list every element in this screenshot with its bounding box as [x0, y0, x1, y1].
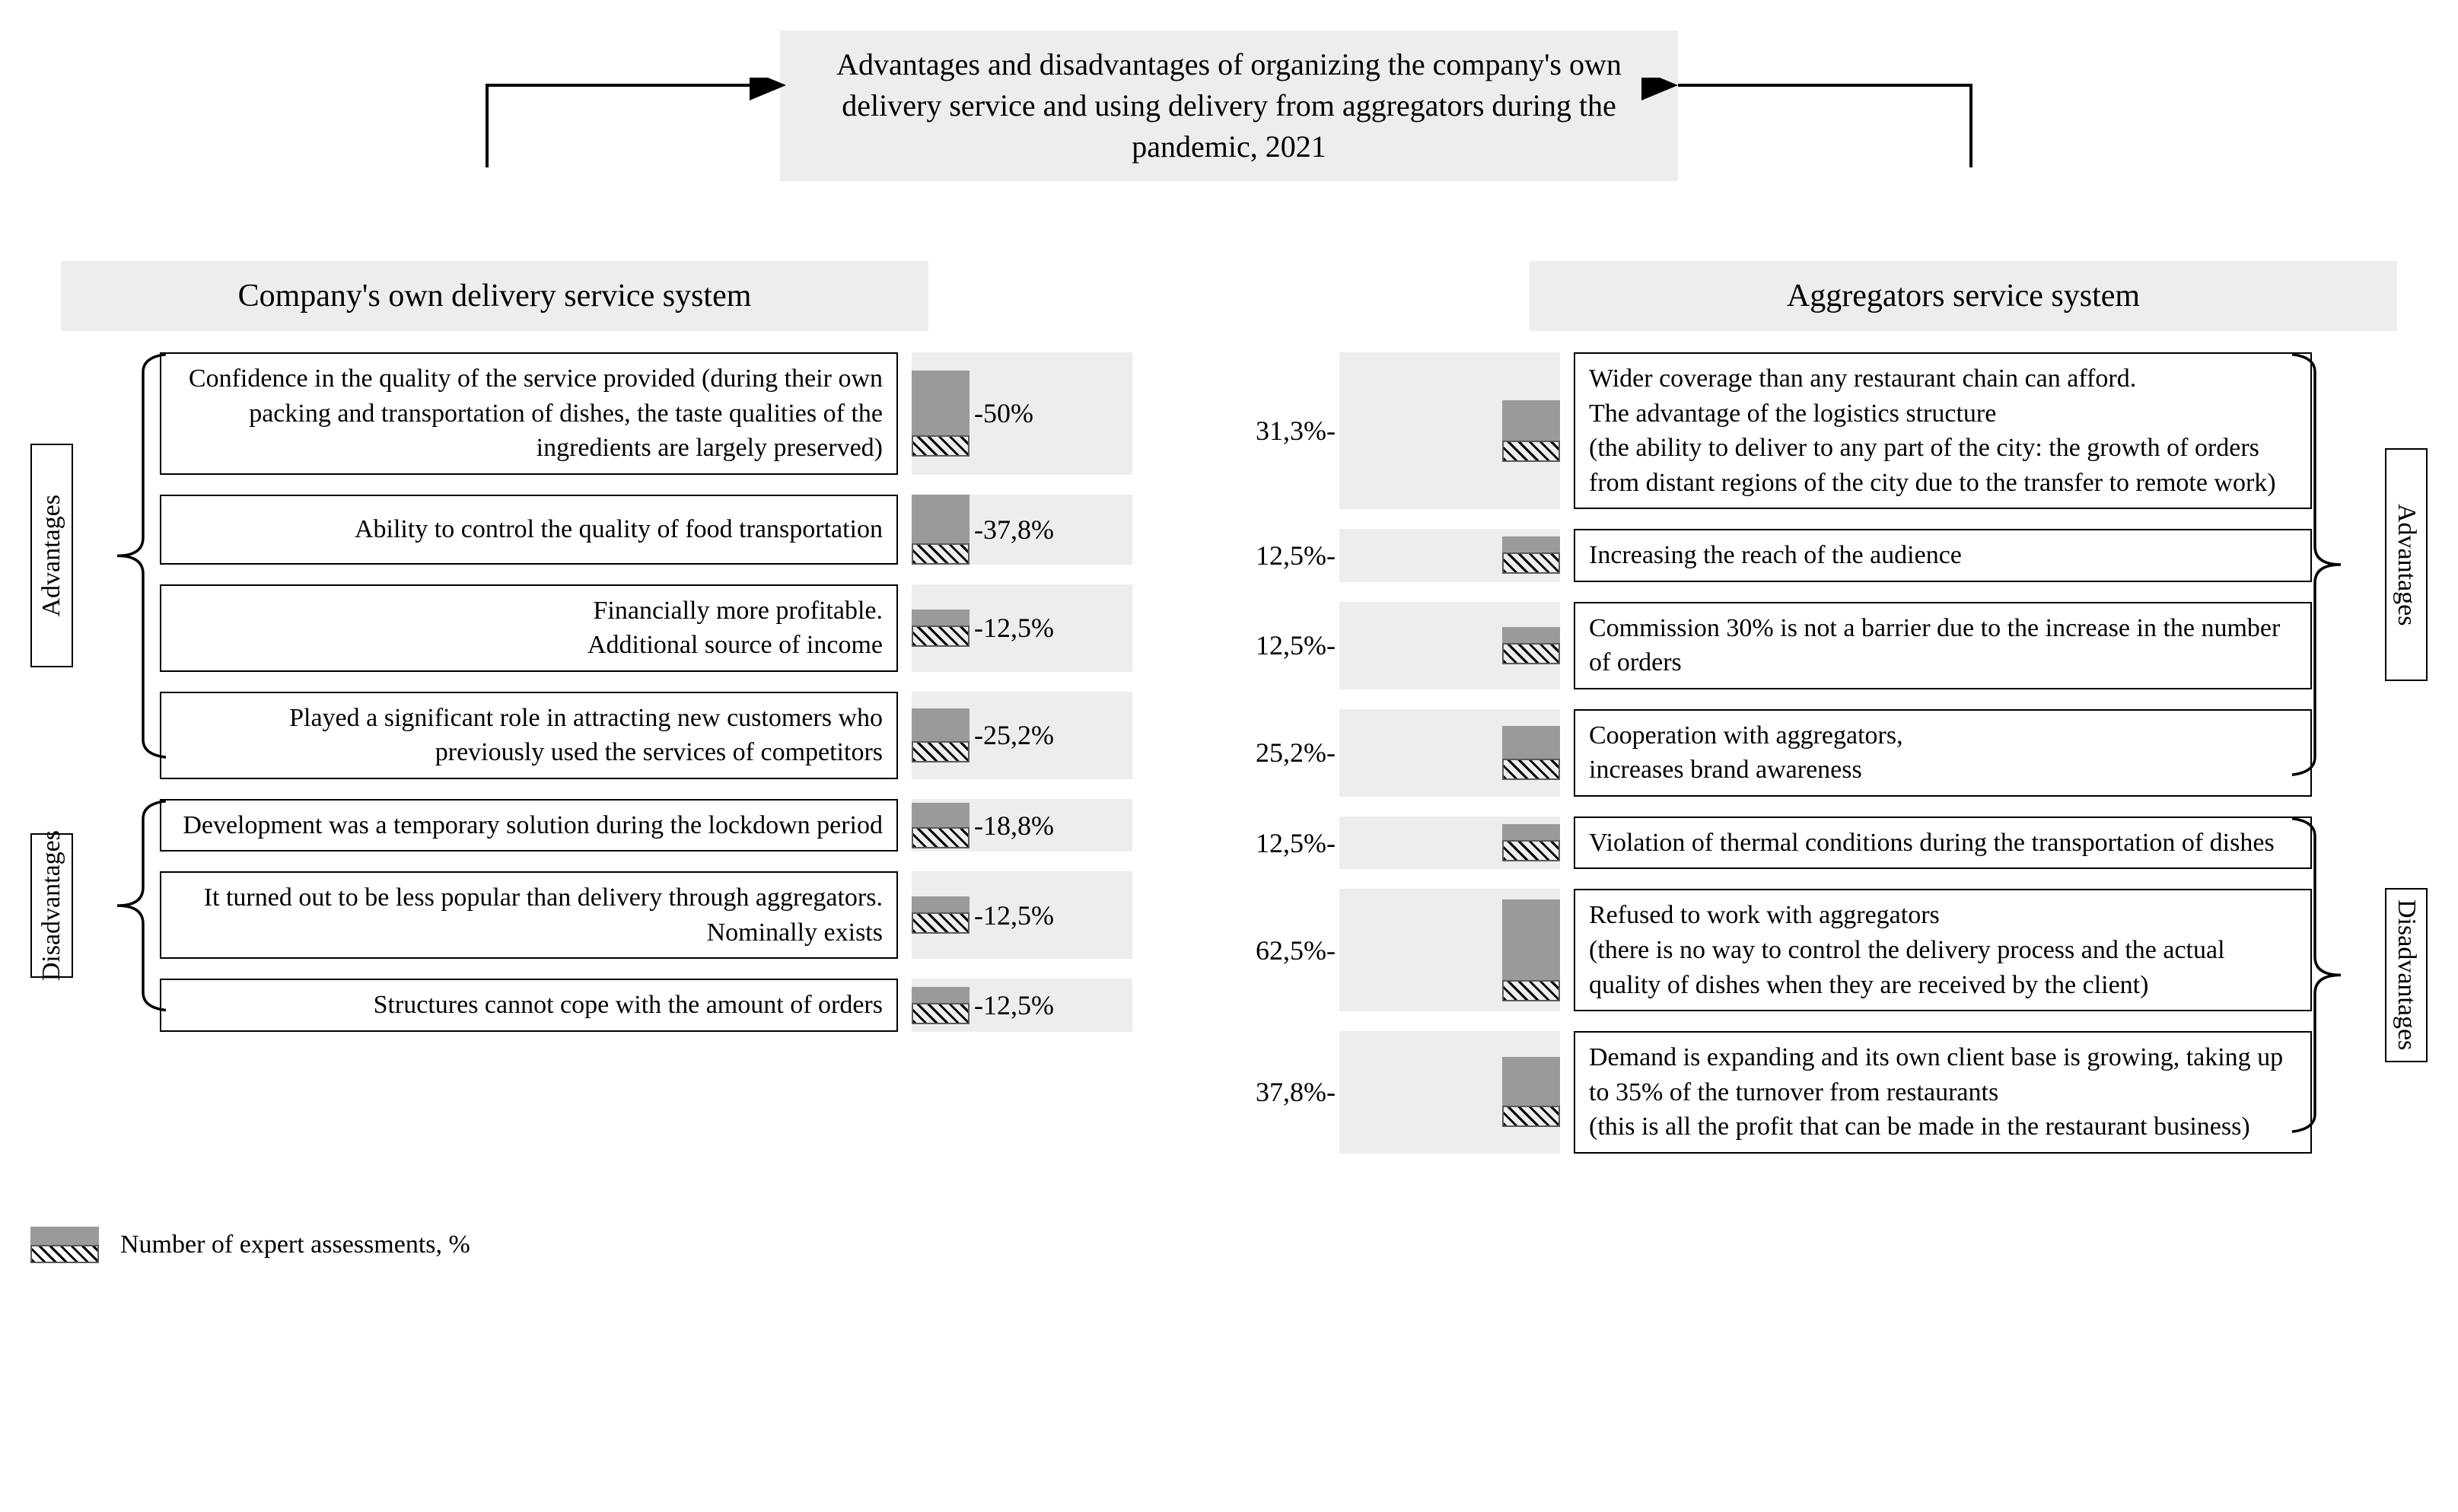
item-text: Cooperation with aggregators, increases … [1574, 709, 2312, 797]
item-chart: -12,5% [912, 584, 1132, 672]
item-text: Confidence in the quality of the service… [160, 352, 898, 475]
left-disadvantages-list: Development was a temporary solution dur… [160, 799, 1229, 1032]
item-percent: 25,2%- [1248, 737, 1336, 769]
item-text: It turned out to be less popular than de… [160, 871, 898, 959]
right-item-row: 62,5%-Refused to work with aggregators (… [1252, 889, 2428, 1011]
left-item-row: Confidence in the quality of the service… [160, 352, 1229, 475]
right-item-row: 37,8%-Demand is expanding and its own cl… [1252, 1031, 2428, 1154]
column-headings: Company's own delivery service system Ag… [30, 261, 2428, 331]
item-percent: 37,8%- [1248, 1076, 1336, 1108]
item-chart: 37,8%- [1339, 1031, 1560, 1154]
diagram-root: Advantages and disadvantages of organizi… [30, 30, 2428, 1263]
left-item-row: Development was a temporary solution dur… [160, 799, 1229, 852]
item-text: Refused to work with aggregators (there … [1574, 889, 2312, 1011]
right-item-row: 12,5%-Commission 30% is not a barrier du… [1252, 602, 2428, 689]
diagram-body: Advantages Disadvantages Confidence in t… [30, 352, 2428, 1173]
item-chart: 12,5%- [1339, 602, 1560, 689]
item-chart: -12,5% [912, 979, 1132, 1032]
item-text: Structures cannot cope with the amount o… [160, 979, 898, 1032]
right-advantages-tab: Advantages [2385, 448, 2428, 682]
item-chart: -50% [912, 352, 1132, 475]
item-chart: -25,2% [912, 692, 1132, 779]
item-text: Commission 30% is not a barrier due to t… [1574, 602, 2312, 689]
left-item-row: Played a significant role in attracting … [160, 692, 1229, 779]
item-text: Increasing the reach of the audience [1574, 529, 2312, 582]
item-text: Financially more profitable. Additional … [160, 584, 898, 672]
item-chart: 62,5%- [1339, 889, 1560, 1011]
left-column: Advantages Disadvantages Confidence in t… [30, 352, 1229, 1173]
left-advantages-tab: Advantages [30, 444, 73, 667]
right-item-row: 12,5%- Increasing the reach of the audien… [1252, 529, 2428, 582]
left-item-row: It turned out to be less popular than de… [160, 871, 1229, 959]
item-chart: 31,3%- [1339, 352, 1560, 509]
item-chart: -18,8% [912, 799, 1132, 852]
item-percent: -12,5% [974, 989, 1054, 1021]
item-percent: 12,5%- [1248, 629, 1336, 661]
left-item-row: Structures cannot cope with the amount o… [160, 979, 1229, 1032]
legend-swatch [30, 1227, 99, 1263]
left-item-row: Financially more profitable. Additional … [160, 584, 1229, 672]
item-percent: -12,5% [974, 899, 1054, 931]
left-advantages-list: Confidence in the quality of the service… [160, 352, 1229, 779]
right-item-row: 25,2%-Cooperation with aggregators, incr… [1252, 709, 2428, 797]
item-percent: 12,5%- [1248, 540, 1336, 571]
item-percent: -50% [974, 397, 1033, 429]
right-column-heading: Aggregators service system [1530, 261, 2397, 331]
right-item-row: 12,5%- Violation of thermal conditions du… [1252, 816, 2428, 870]
right-column: Advantages Disadvantages 31,3%-Wider cov… [1229, 352, 2428, 1173]
item-percent: -37,8% [974, 514, 1054, 546]
right-disadvantages-list: 12,5%- Violation of thermal conditions du… [1252, 816, 2428, 1154]
item-text: Development was a temporary solution dur… [160, 799, 898, 852]
left-advantages-bracket [75, 352, 166, 762]
item-percent: 31,3%- [1248, 415, 1336, 447]
item-percent: 62,5%- [1248, 934, 1336, 966]
legend-text: Number of expert assessments, % [120, 1230, 470, 1259]
item-percent: -12,5% [974, 612, 1054, 644]
left-item-row: Ability to control the quality of food t… [160, 495, 1229, 565]
left-disadvantages-tab: Disadvantages [30, 833, 73, 978]
right-disadvantages-tab: Disadvantages [2385, 888, 2428, 1062]
item-text: Violation of thermal conditions during t… [1574, 816, 2312, 870]
right-item-row: 31,3%-Wider coverage than any restaurant… [1252, 352, 2428, 509]
item-chart: -12,5% [912, 871, 1132, 959]
item-percent: -25,2% [974, 719, 1054, 751]
legend: Number of expert assessments, % [30, 1227, 2428, 1263]
item-chart: 25,2%- [1339, 709, 1560, 797]
left-column-heading: Company's own delivery service system [61, 261, 928, 331]
item-percent: -18,8% [974, 810, 1054, 842]
item-text: Played a significant role in attracting … [160, 692, 898, 779]
main-title: Advantages and disadvantages of organizi… [780, 30, 1678, 181]
right-advantages-list: 31,3%-Wider coverage than any restaurant… [1252, 352, 2428, 797]
left-disadvantages-bracket [75, 799, 166, 1015]
item-percent: 12,5%- [1248, 827, 1336, 859]
item-chart: -37,8% [912, 495, 1132, 565]
item-text: Ability to control the quality of food t… [160, 495, 898, 565]
item-chart: 12,5%- [1339, 816, 1560, 870]
item-chart: 12,5%- [1339, 529, 1560, 582]
item-text: Wider coverage than any restaurant chain… [1574, 352, 2312, 509]
item-text: Demand is expanding and its own client b… [1574, 1031, 2312, 1154]
